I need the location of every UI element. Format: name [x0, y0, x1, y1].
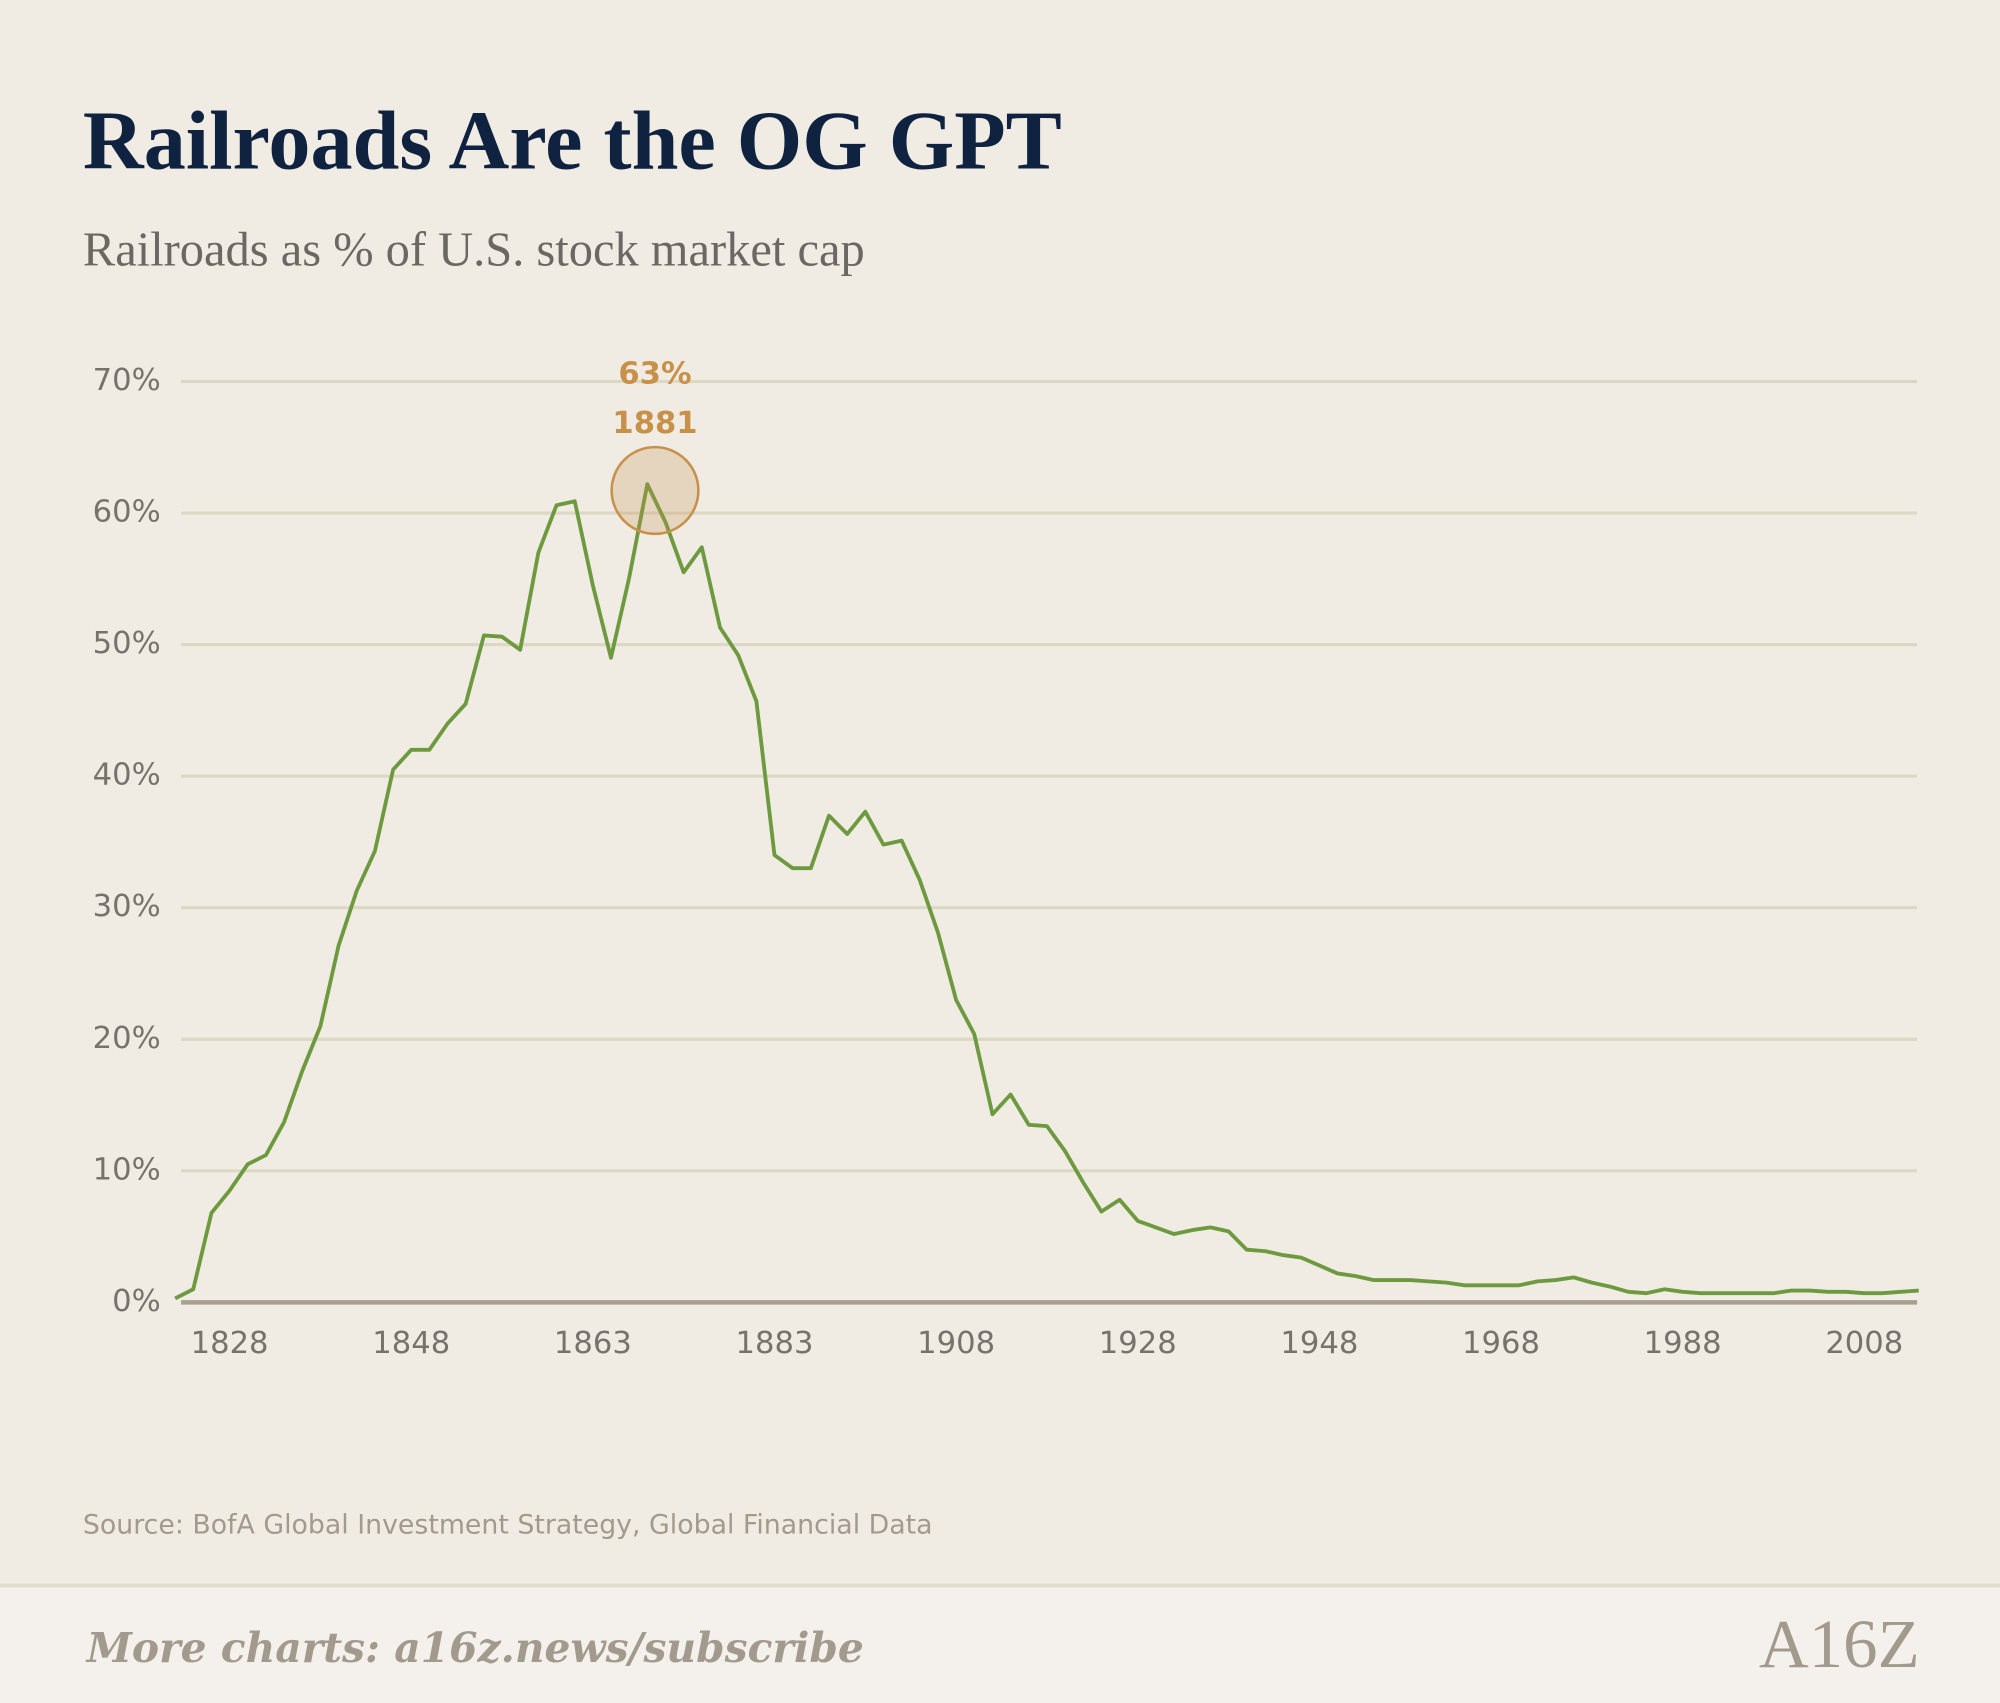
logo: A16Z [1759, 1606, 1920, 1682]
x-tick-label: 1883 [736, 1326, 814, 1361]
y-tick-label: 10% [93, 1152, 161, 1187]
x-tick-label: 1848 [372, 1326, 450, 1361]
annotation-value: 63% [618, 356, 691, 391]
peak-marker [610, 445, 700, 536]
annotation-year: 1881 [612, 406, 697, 441]
plot: 0% 10% 20% 30% 40% 50% 60% 70% 1828 1848 1863 1883 1… [93, 356, 1919, 1361]
x-tick-label: 2008 [1825, 1326, 1903, 1361]
footer-band [0, 1585, 2000, 1703]
chart-title: Railroads Are the OG GPT [83, 94, 1062, 187]
x-tick-label: 1928 [1099, 1326, 1177, 1361]
y-tick-label: 20% [93, 1021, 161, 1056]
y-tick-label: 40% [93, 758, 161, 793]
x-tick-label: 1968 [1462, 1326, 1540, 1361]
x-tick-label: 1988 [1644, 1326, 1722, 1361]
x-tick-label: 1863 [554, 1326, 632, 1361]
y-tick-label: 70% [93, 363, 161, 398]
x-tick-label: 1908 [917, 1326, 995, 1361]
chart-subtitle: Railroads as % of U.S. stock market cap [83, 223, 865, 276]
x-tick-label: 1948 [1280, 1326, 1358, 1361]
footer-link[interactable]: More charts: a16z.news/subscribe [85, 1624, 864, 1672]
y-tick-label: 30% [93, 889, 161, 924]
x-tick-label: 1828 [191, 1326, 269, 1361]
y-tick-label: 0% [112, 1284, 161, 1319]
data-line [174, 482, 1919, 1301]
source: Source: BofA Global Investment Strategy,… [83, 1509, 933, 1540]
y-tick-label: 50% [93, 626, 161, 661]
y-tick-label: 60% [93, 495, 161, 530]
